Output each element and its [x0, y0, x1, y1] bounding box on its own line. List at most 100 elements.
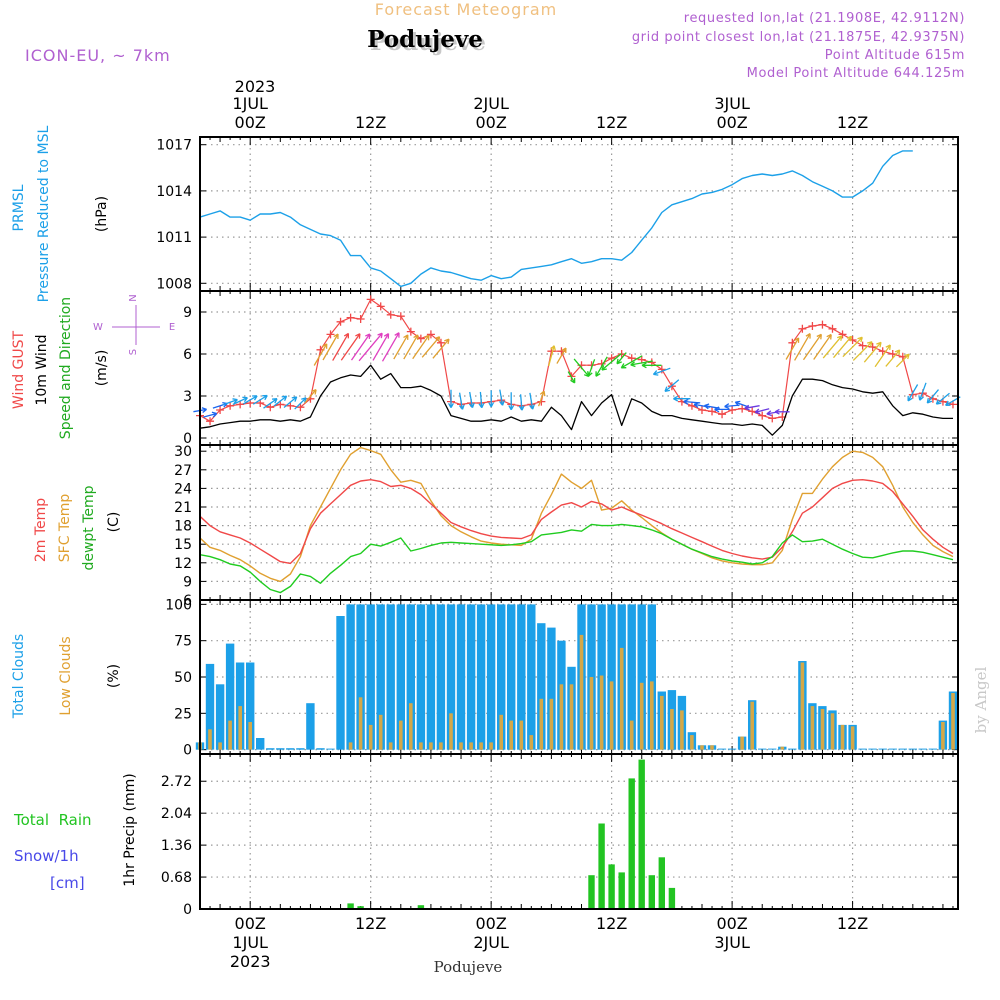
wind-arrow	[283, 396, 298, 408]
gust-marker	[286, 401, 295, 410]
top-title: Forecast Meteogram	[375, 0, 557, 19]
total-cloud-bar	[918, 748, 927, 750]
low-cloud-bar	[740, 736, 744, 750]
sfc-temp-label: SFC Temp	[57, 494, 73, 563]
total-cloud-bar	[246, 662, 255, 750]
gust-marker	[386, 310, 395, 319]
low-cloud-bar	[569, 684, 574, 750]
total-cloud-bar	[507, 604, 516, 750]
total-cloud-bar	[356, 604, 365, 750]
total-cloud-bar	[788, 748, 797, 750]
wind-arrow	[498, 389, 505, 406]
gust-marker	[687, 401, 696, 410]
wind-arrow	[273, 395, 288, 407]
ytick-label: 21	[174, 500, 192, 516]
total-cloud-bar	[607, 604, 616, 750]
wind-arrow	[641, 362, 662, 369]
total-cloud-bar	[717, 748, 727, 750]
low-cloud-bar	[629, 720, 634, 750]
wind-arrow	[432, 338, 450, 359]
low-cloud-bar	[549, 698, 554, 750]
low-cloud-bar	[529, 735, 534, 750]
wind-arrow	[595, 356, 608, 377]
wind-arrow	[242, 395, 258, 405]
ytick-label: 75	[174, 634, 192, 650]
wind-arrow	[529, 392, 535, 410]
wind-arrow	[263, 398, 278, 409]
precip-labels: Total Rain Snow/1h [cm] 1hr Precip (mm)	[13, 773, 138, 892]
wind-arrow	[833, 335, 853, 359]
gust-marker	[356, 315, 365, 323]
wind-arrow	[754, 408, 770, 415]
wind-arrow	[403, 334, 419, 360]
wind-arrow	[852, 341, 873, 361]
total-rain-label: Total Rain	[13, 811, 92, 829]
wind-arrow	[508, 392, 515, 411]
total-cloud-bar	[768, 748, 777, 750]
total-cloud-bar	[928, 748, 938, 750]
wind-arrow	[885, 349, 901, 367]
rain-bar	[417, 905, 425, 909]
wind-arrow	[842, 336, 863, 358]
low-cloud-bar	[519, 720, 524, 750]
wind-arrow	[556, 347, 567, 364]
dewpt-line	[199, 523, 954, 594]
total-cloud-bar	[225, 643, 235, 750]
wind-arrow	[813, 333, 832, 360]
gust-marker	[326, 330, 335, 339]
bottom-time-label: 2023	[230, 952, 271, 971]
ytick-label: 24	[174, 481, 192, 497]
total-cloud-bar	[326, 748, 335, 750]
low-cloud-bar	[509, 720, 513, 750]
ytick-label: 27	[174, 463, 192, 479]
rain-bar	[628, 778, 635, 909]
ytick-label: 12	[174, 556, 192, 572]
total-cloud-bar	[486, 604, 496, 750]
wind-grid: 0 3 6 9	[183, 291, 958, 447]
wind-arrow	[332, 332, 350, 361]
ytick-label: 0	[183, 902, 192, 918]
wind-arrow	[714, 406, 730, 413]
low-cloud-bar	[690, 735, 694, 750]
low-cloud-bar	[539, 698, 544, 750]
low-cloud-bar	[208, 729, 212, 750]
low-cloud-bar	[459, 742, 463, 750]
hpa-label: (hPa)	[94, 196, 110, 232]
top-year: 2023	[235, 77, 276, 96]
gust-marker	[607, 354, 616, 363]
wind-arrow	[448, 389, 454, 409]
wind-arrow	[664, 379, 680, 393]
ytick-label: 100	[165, 597, 192, 613]
ytick-label: 0	[183, 431, 192, 447]
total-cloud-bar	[637, 604, 646, 750]
prmsl-label: PRMSL	[11, 184, 27, 231]
snow-unit-label: [cm]	[50, 874, 85, 892]
wind-arrow	[412, 334, 430, 360]
compass-w: W	[93, 322, 103, 333]
bottom-time-label: 1JUL	[232, 933, 268, 952]
compass-rose: W E N S	[93, 294, 175, 355]
precip-unit-label: 1hr Precip (mm)	[122, 773, 138, 886]
cloud-labels: Total Clouds Low Clouds (%)	[11, 634, 122, 719]
gust-marker	[627, 354, 636, 363]
total-cloud-bar	[306, 703, 315, 750]
total-cloud-bar	[537, 623, 546, 750]
low-cloud-bar	[388, 742, 393, 750]
wind-arrow	[372, 333, 390, 361]
low-cloud-bar	[358, 697, 363, 750]
temp2m-label: 2m Temp	[33, 498, 49, 562]
gust-marker	[426, 330, 435, 339]
gust-marker	[788, 338, 797, 347]
wind-arrow	[724, 403, 740, 410]
total-cloud-bar	[898, 748, 907, 750]
total-cloud-bar	[336, 616, 345, 750]
ytick-label: 30	[174, 444, 192, 460]
low-cloud-bar	[830, 713, 835, 750]
wind-gust-label: Wind GUST	[11, 330, 27, 409]
bottom-time-label: 12Z	[837, 914, 868, 933]
gust-marker	[868, 343, 877, 351]
total-cloud-bar	[366, 604, 375, 750]
total-cloud-bar	[908, 748, 917, 750]
wind-arrow	[478, 391, 485, 409]
